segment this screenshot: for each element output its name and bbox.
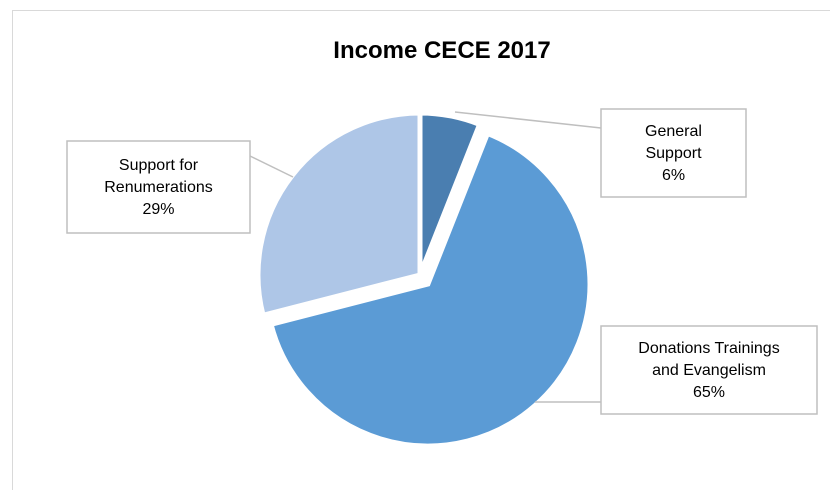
data-label-name: and Evangelism bbox=[652, 362, 766, 379]
callout-box bbox=[66, 140, 251, 234]
pie-slice-donations-trainings-and-evangelism bbox=[267, 130, 593, 449]
data-label-name: Support for bbox=[119, 157, 199, 174]
data-label-value: 29% bbox=[142, 201, 174, 218]
chart-title: Income CECE 2017 bbox=[333, 37, 550, 64]
pie-slices bbox=[255, 110, 593, 449]
data-label-name: Support bbox=[645, 145, 702, 162]
callout-box bbox=[600, 108, 747, 198]
callout-box bbox=[600, 325, 818, 415]
data-label-value: 65% bbox=[693, 384, 725, 401]
pie-callouts: General Support 6% Donations Trainings and E… bbox=[66, 108, 818, 415]
leader-line bbox=[249, 155, 294, 178]
leader-line bbox=[454, 111, 602, 129]
chart-frame bbox=[12, 10, 830, 490]
data-label-name: General bbox=[645, 123, 702, 140]
data-label-name: Donations Trainings bbox=[638, 340, 779, 357]
pie-slice-support-for-renumerations bbox=[255, 110, 423, 319]
data-label-name: Renumerations bbox=[104, 179, 213, 196]
data-label-value: 6% bbox=[662, 167, 685, 184]
